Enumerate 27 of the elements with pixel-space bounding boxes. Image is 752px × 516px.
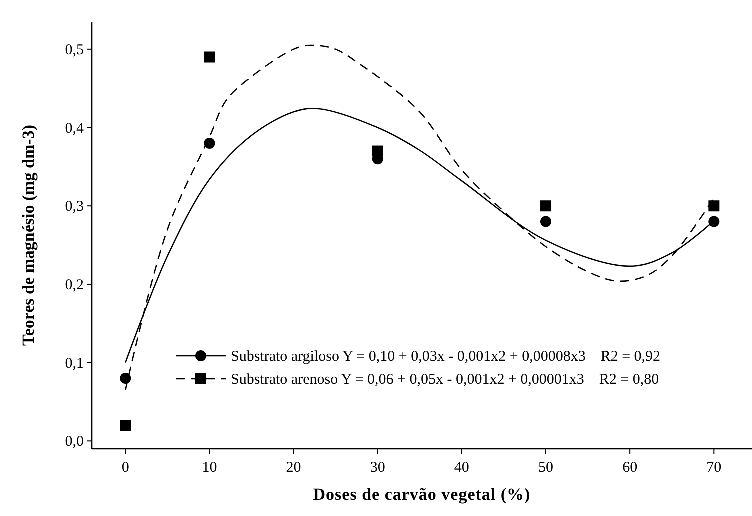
point [540, 200, 552, 212]
point [540, 216, 552, 228]
point [204, 52, 216, 63]
point [120, 420, 132, 431]
point [372, 146, 384, 157]
x-tick-label: 60 [622, 460, 638, 476]
point [204, 138, 216, 149]
x-tick-label: 40 [454, 460, 470, 476]
legend-label: Substrato arenoso Y = 0,06 + 0,05x - 0,001x2 + 0,00001x3 R2 = 0,80 [231, 372, 660, 388]
point [708, 200, 720, 212]
y-tick-label: 0,1 [65, 356, 84, 372]
y-tick-label: 0,5 [65, 42, 84, 58]
x-axis-title: Doses de carvão vegetal (%) [313, 485, 531, 504]
y-axis-title: Teores de magnésio (mg dm-3) [19, 125, 38, 346]
y-tick-label: 0,0 [65, 434, 84, 450]
x-tick-label: 10 [202, 460, 218, 476]
x-tick-label: 70 [706, 460, 722, 476]
x-tick-label: 50 [538, 460, 554, 476]
legend-label: Substrato argiloso Y = 0,10 + 0,03x - 0,001x2 + 0,00008x3 R2 = 0,92 [231, 349, 661, 365]
x-tick-label: 30 [370, 460, 386, 476]
y-tick-label: 0,3 [65, 199, 84, 216]
y-tick-label: 0,4 [65, 120, 84, 137]
y-tick-label: 0,2 [65, 277, 84, 294]
x-tick-label: 0 [122, 460, 130, 476]
x-tick-label: 20 [286, 460, 302, 476]
point [120, 372, 132, 384]
point [708, 216, 720, 228]
